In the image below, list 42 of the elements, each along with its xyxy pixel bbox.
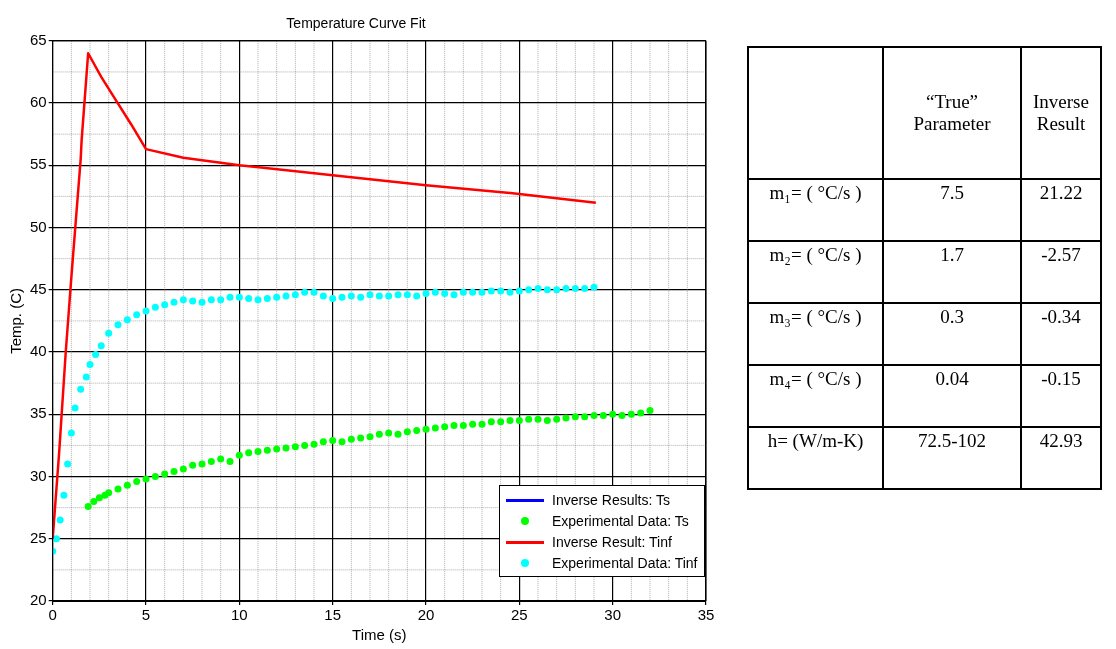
y-tick-label: 45 <box>30 279 47 297</box>
x-tick-label: 0 <box>48 606 57 624</box>
text: 7.5 <box>940 182 964 203</box>
legend-label: Inverse Results: Ts <box>552 491 671 508</box>
category-label: h= (W/m-K) <box>767 430 864 451</box>
chart-title: Temperature Curve Fit <box>286 15 426 32</box>
text: 72.5-102 <box>917 430 987 451</box>
text: 21.22 <box>1039 182 1083 203</box>
x-axis-title: Time (s) <box>352 626 407 644</box>
category-label: m₄= ( °C/s ) <box>769 368 862 389</box>
y-tick-label: 35 <box>30 404 47 422</box>
y-tick-label: 50 <box>30 217 47 235</box>
legend-label: Inverse Result: Tinf <box>552 533 672 550</box>
text: -0.15 <box>1041 368 1081 389</box>
x-tick-label: 25 <box>510 606 528 624</box>
text: -0.34 <box>1041 306 1081 327</box>
y-tick-label: 25 <box>30 528 47 546</box>
y-tick-label: 65 <box>30 30 47 48</box>
text: 0.3 <box>940 306 964 327</box>
x-tick-label: 10 <box>231 606 248 624</box>
category-label: “True” Parameter <box>883 47 1021 179</box>
legend-label: Experimental Data: Tinf <box>552 554 698 571</box>
x-tick-label: 20 <box>417 606 435 624</box>
x-tick-label: 30 <box>604 606 622 624</box>
x-tick-label: 5 <box>141 606 151 624</box>
text: 42.93 <box>1039 430 1083 451</box>
y-axis-title: Temp. (C) <box>7 287 25 354</box>
category-label: m₁= ( °C/s ) <box>769 182 862 203</box>
y-tick-label: 20 <box>30 591 47 609</box>
x-tick-label: 15 <box>324 606 342 624</box>
category-label: Inverse Result <box>1021 47 1101 179</box>
text: 0.04 <box>935 368 969 389</box>
category-label: m₃= ( °C/s ) <box>769 306 862 327</box>
text: -2.57 <box>1041 244 1081 265</box>
y-tick-label: 55 <box>30 155 47 173</box>
y-tick-label: 60 <box>30 93 47 111</box>
legend-label: Experimental Data: Ts <box>552 512 689 529</box>
text: 1.7 <box>940 244 964 265</box>
x-tick-label: 35 <box>697 606 715 624</box>
y-tick-label: 40 <box>30 342 47 360</box>
category-label: m₂= ( °C/s ) <box>769 244 862 265</box>
y-tick-label: 30 <box>30 466 47 484</box>
